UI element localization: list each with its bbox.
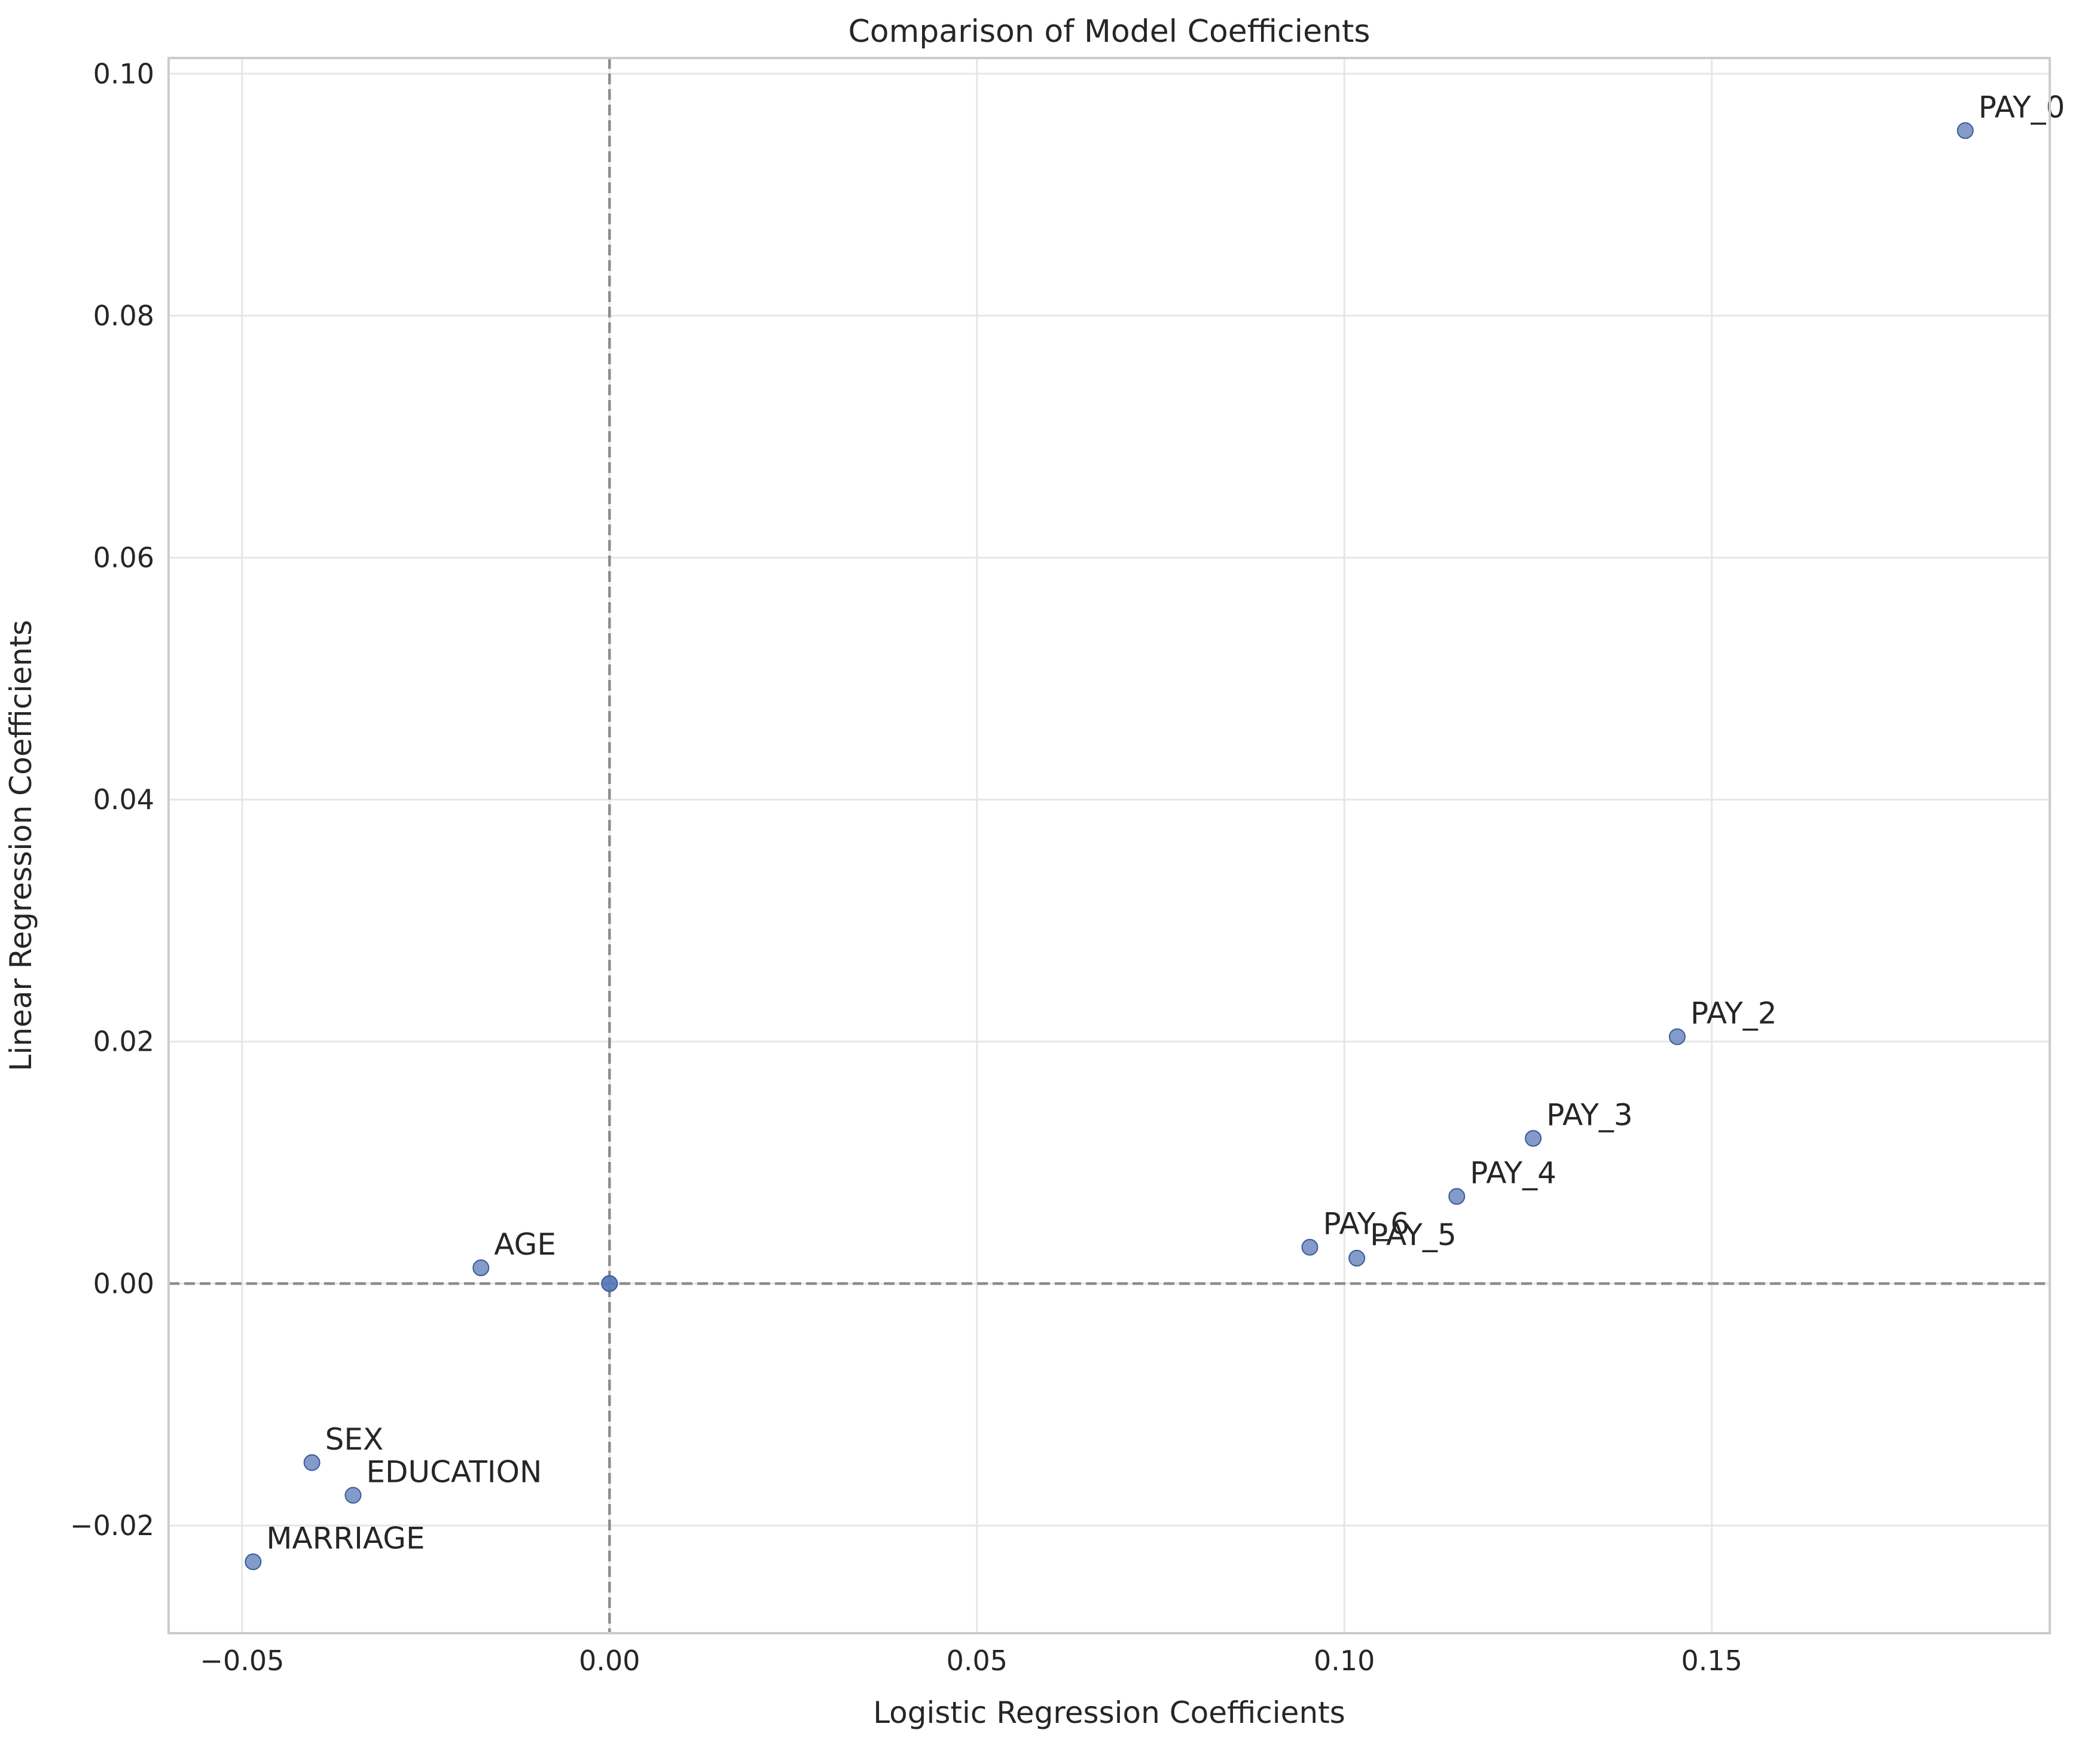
y-tick-label: 0.10 [93,57,154,90]
point-label: EDUCATION [366,1454,542,1489]
point-label: PAY_4 [1470,1156,1556,1191]
x-tick-label: 0.10 [1314,1645,1375,1677]
y-tick-labels: −0.02 0.00 0.02 0.04 0.06 0.08 0.10 [70,57,154,1542]
x-tick-label: 0.00 [579,1645,640,1677]
y-tick-label: 0.08 [93,300,154,332]
data-point [601,1275,618,1292]
data-point [472,1259,490,1277]
point-label: PAY_0 [1979,90,2065,124]
data-point [303,1454,321,1471]
data-point [245,1553,262,1570]
reference-lines [169,58,2050,1633]
data-points [245,122,1974,1570]
y-tick-label: −0.02 [70,1509,154,1542]
data-point [1448,1188,1466,1205]
x-tick-label: 0.05 [947,1645,1008,1677]
chart-title: Comparison of Model Coefficients [848,14,1370,50]
data-point [1348,1249,1366,1267]
point-label: PAY_3 [1546,1098,1633,1133]
plot-frame [167,57,2051,1634]
y-tick-label: 0.00 [93,1267,154,1299]
point-label: PAY_2 [1690,996,1777,1031]
x-tick-label: −0.05 [200,1645,284,1677]
x-tick-labels: −0.05 0.00 0.05 0.10 0.15 [200,1645,1742,1677]
point-label: PAY_6 [1323,1207,1409,1241]
x-tick-label: 0.15 [1681,1645,1742,1677]
point-label: AGE [494,1227,556,1262]
data-point [1301,1238,1318,1256]
x-axis-title: Logistic Regression Coefficients [873,1695,1345,1730]
point-label: PAY_5 [1370,1218,1457,1252]
y-tick-label: 0.06 [93,542,154,574]
data-point [1956,122,1974,139]
y-axis-title: Linear Regression Coefficients [4,620,38,1072]
y-tick-label: 0.02 [93,1026,154,1058]
point-label: SEX [325,1422,384,1457]
data-point [1668,1028,1686,1045]
point-label: MARRIAGE [266,1521,425,1556]
data-point [344,1487,362,1504]
y-tick-label: 0.04 [93,783,154,816]
data-point [1525,1130,1542,1147]
